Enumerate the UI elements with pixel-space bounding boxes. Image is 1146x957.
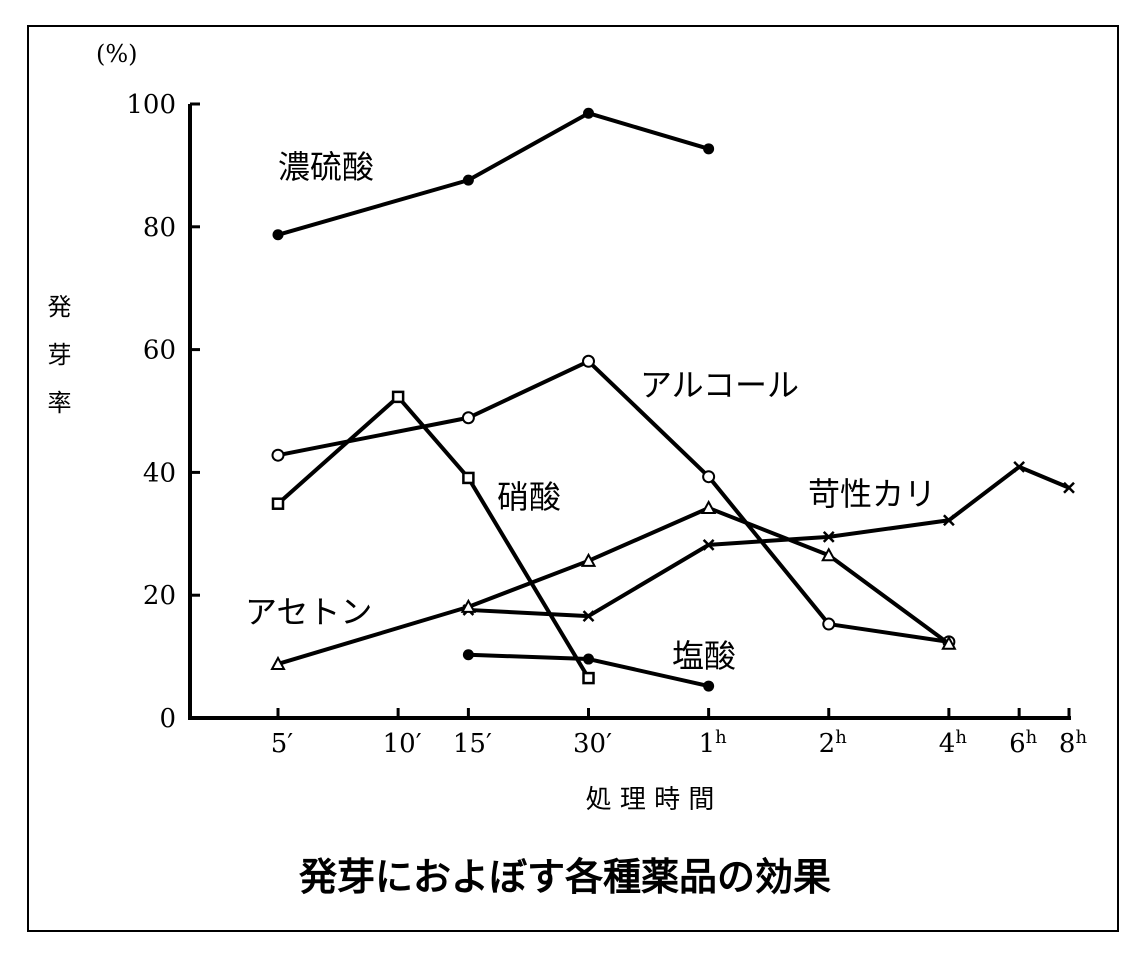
- series-label: 苛性カリ: [808, 475, 936, 513]
- data-point: [582, 354, 596, 368]
- y-axis-label: 発芽率: [43, 294, 71, 438]
- series-open-triangle: [270, 499, 957, 670]
- x-tick-label: 6h: [1009, 727, 1038, 759]
- series-label: アセトン: [245, 593, 372, 631]
- x-tick-label: 5′: [271, 729, 294, 759]
- data-point: [700, 499, 717, 515]
- y-unit: (%): [96, 40, 138, 68]
- data-point: [703, 143, 715, 155]
- data-point: [462, 471, 475, 485]
- data-point: [702, 470, 716, 484]
- x-tick-label: 4h: [939, 727, 968, 759]
- chart-title: 発芽におよぼす各種薬品の効果: [299, 855, 831, 899]
- data-point: [580, 552, 597, 567]
- series-label: 硝酸: [497, 478, 561, 516]
- axes: 0 20 40 60 80 100 5′ 10′ 15′ 30′ 1h 2h 4h 6h 8h: [126, 90, 1087, 759]
- data-point: [462, 649, 474, 661]
- data-point: [582, 610, 595, 622]
- data-point: [461, 411, 475, 425]
- data-point: [822, 530, 835, 543]
- series-filled-circle: [462, 649, 715, 692]
- data-point: [583, 107, 595, 119]
- y-tick-label: 20: [143, 581, 176, 611]
- data-point: [703, 680, 715, 692]
- series-label: 塩酸: [672, 637, 736, 675]
- data-point: [702, 538, 715, 551]
- data-point: [1013, 460, 1026, 473]
- series-line: [277, 359, 950, 644]
- series-label: アルコール: [640, 366, 799, 404]
- x-axis-label: 処 理 時 間: [586, 785, 715, 815]
- chart-frame: [27, 25, 1119, 932]
- series-label: 濃硫酸: [278, 148, 374, 186]
- x-tick-label: 2h: [819, 727, 848, 759]
- data-point: [391, 390, 405, 404]
- data-point: [272, 229, 284, 241]
- series-line: [276, 394, 591, 680]
- series-group: [270, 107, 1075, 692]
- x-tick-label: 10′: [383, 729, 422, 759]
- series-line: [277, 506, 951, 666]
- data-point: [582, 671, 595, 685]
- data-point: [460, 598, 477, 613]
- y-tick-label: 80: [143, 213, 176, 243]
- series-open-square: [271, 390, 595, 685]
- data-point: [271, 448, 285, 462]
- y-tick-label: 0: [159, 704, 176, 734]
- y-tick-label: 60: [143, 336, 176, 366]
- data-point: [462, 174, 474, 186]
- data-point: [821, 547, 837, 562]
- x-tick-label: 15′: [453, 729, 492, 759]
- data-point: [941, 635, 957, 650]
- x-tick-label: 1h: [699, 727, 728, 759]
- series-filled-circle: [272, 107, 715, 241]
- x-tick-label: 8h: [1059, 727, 1088, 759]
- data-point: [270, 655, 286, 670]
- data-point: [822, 617, 836, 631]
- y-tick-label: 40: [143, 458, 176, 488]
- data-point: [1063, 481, 1075, 494]
- series-line: [277, 111, 710, 237]
- series-cross: [462, 460, 1075, 622]
- data-point: [271, 497, 285, 510]
- y-tick-label: 100: [126, 90, 176, 120]
- data-point: [583, 653, 595, 665]
- x-tick-label: 30′: [573, 729, 612, 759]
- data-point: [942, 514, 955, 527]
